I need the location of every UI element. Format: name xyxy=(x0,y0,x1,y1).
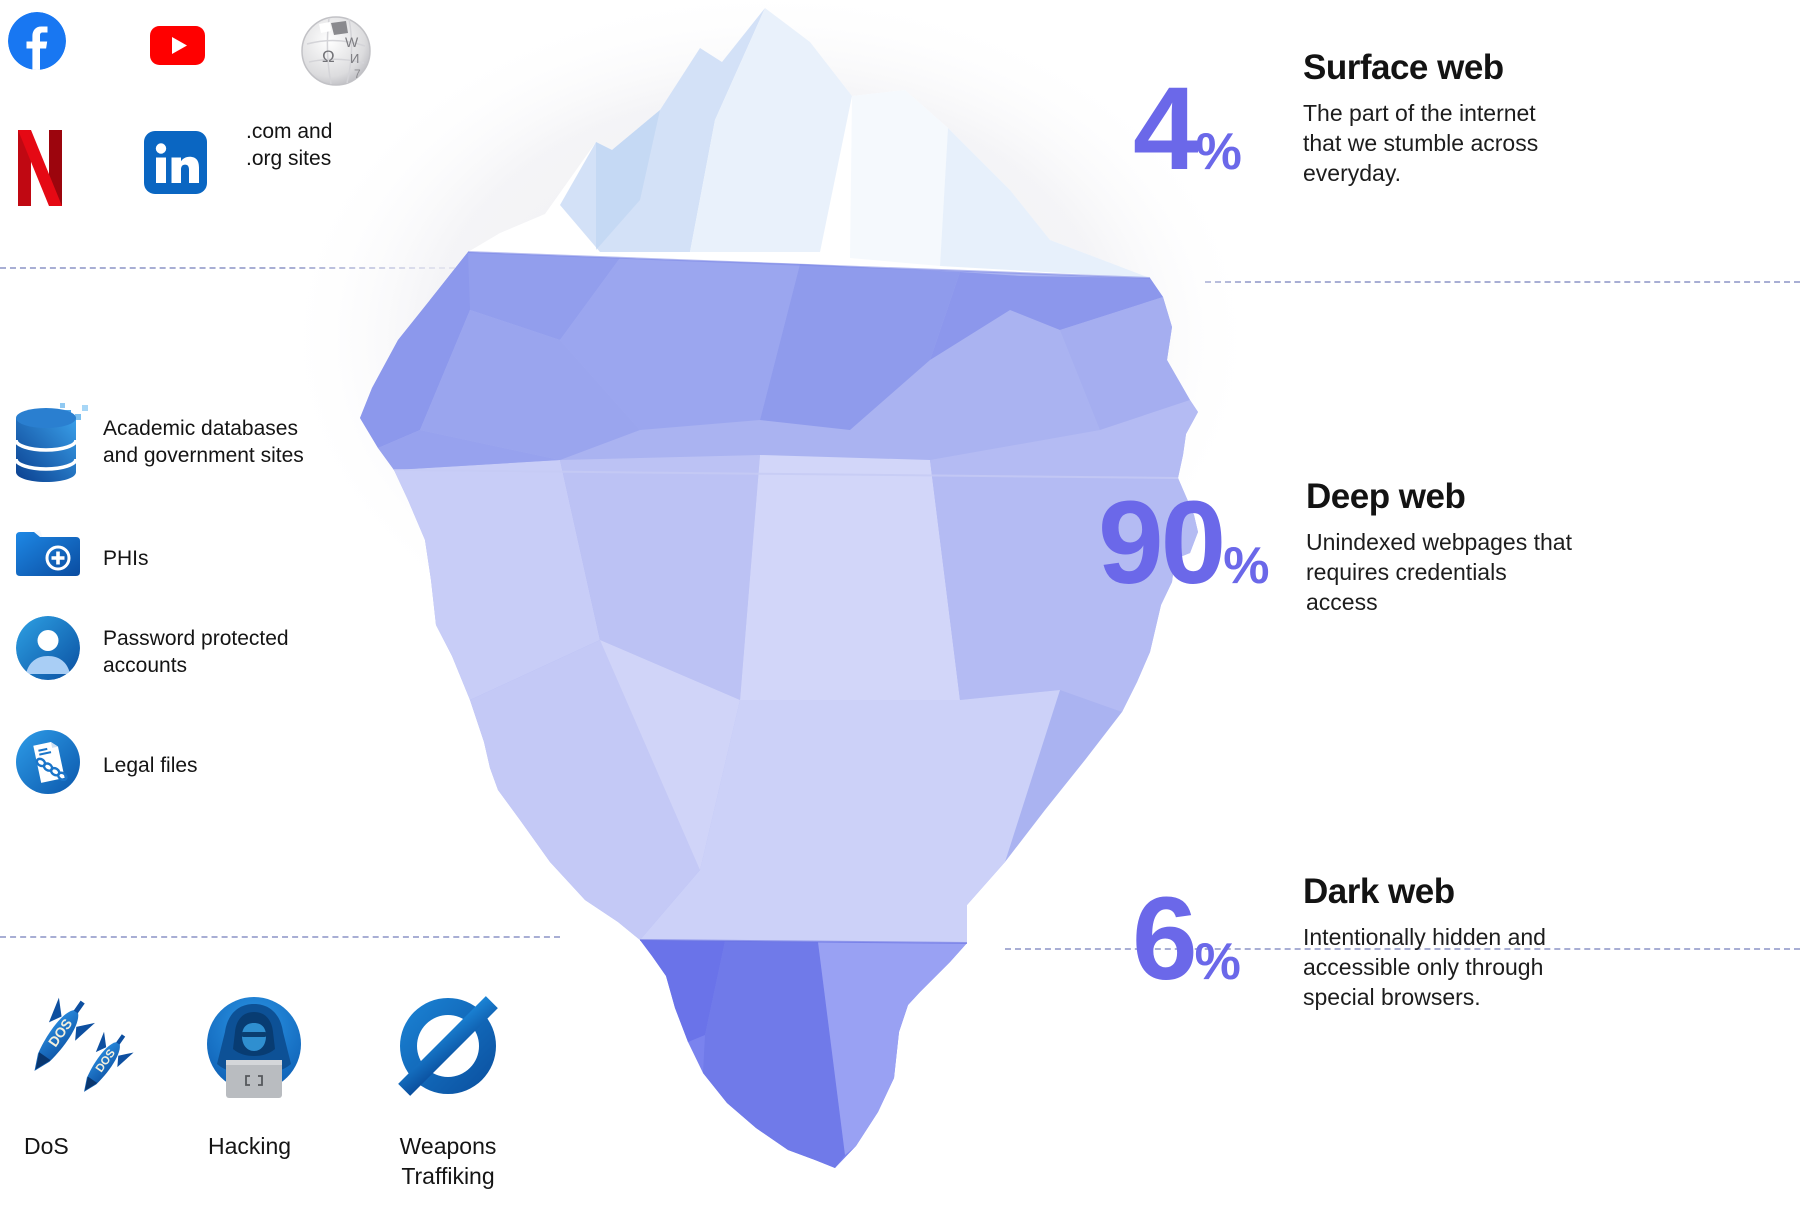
legal-document-icon xyxy=(16,730,80,794)
surface-web-description-block: Surface web The part of the internet tha… xyxy=(1303,48,1583,188)
hacker-icon xyxy=(195,992,313,1112)
deep-item-label: Legal files xyxy=(103,754,198,777)
wikipedia-glyph-i: И xyxy=(350,51,359,66)
wikipedia-glyph-omega: Ω xyxy=(322,47,335,66)
dark-item-label: Weapons Traffiking xyxy=(399,1133,497,1189)
deep-percentage-value: 90 xyxy=(1098,477,1226,609)
phi-folder-icon xyxy=(14,524,82,580)
divider-dark-left xyxy=(0,936,560,938)
divider-surface-right xyxy=(1205,281,1800,283)
dark-percentage-unit: % xyxy=(1194,932,1241,991)
dark-web-description: Intentionally hidden and accessible only… xyxy=(1303,924,1546,1010)
wikipedia-glyph-7: 7 xyxy=(354,67,361,81)
dark-web-title: Dark web xyxy=(1303,872,1455,911)
deep-item-label: Academic databases and government sites xyxy=(103,417,304,468)
iceberg-dark-tip xyxy=(639,939,968,1168)
user-account-icon xyxy=(16,616,80,680)
youtube-icon xyxy=(150,26,205,65)
linkedin-icon xyxy=(144,131,207,194)
surface-web-title: Surface web xyxy=(1303,48,1504,87)
surface-percentage-unit: % xyxy=(1195,122,1242,181)
com-org-label: .com and .org sites xyxy=(246,120,333,171)
deep-item-label: PHIs xyxy=(103,547,149,570)
dark-web-description-block: Dark web Intentionally hidden and access… xyxy=(1303,872,1583,1012)
facebook-icon xyxy=(8,12,66,70)
deep-web-description: Unindexed webpages that requires credent… xyxy=(1306,529,1572,615)
surface-percentage-value: 4 xyxy=(1133,63,1199,195)
divider-dark-right xyxy=(1005,948,1800,950)
wikipedia-icon: Ω W И 7 xyxy=(299,14,373,88)
dark-web-stat: 6 % xyxy=(1132,873,1241,1005)
iceberg-top-section xyxy=(468,8,1150,278)
netflix-icon xyxy=(18,130,62,206)
deep-web-description-block: Deep web Unindexed webpages that require… xyxy=(1306,477,1586,617)
divider-surface-left xyxy=(0,267,455,269)
dos-missiles-icon: DOS DOS xyxy=(8,985,138,1125)
deep-percentage-unit: % xyxy=(1223,536,1270,595)
dark-item-label: DoS xyxy=(24,1133,69,1159)
surface-web-description: The part of the internet that we stumble… xyxy=(1303,100,1539,186)
deep-item-label: Password protected accounts xyxy=(103,627,289,678)
surface-web-stat: 4 % xyxy=(1133,63,1242,195)
wikipedia-glyph-w: W xyxy=(345,34,359,50)
dark-item-label: Hacking xyxy=(208,1133,292,1159)
dark-percentage-value: 6 xyxy=(1132,873,1198,1005)
deep-web-title: Deep web xyxy=(1306,477,1466,516)
prohibition-sign-icon xyxy=(398,996,498,1096)
iceberg-middle-section xyxy=(360,251,1198,943)
deep-web-stat: 90 % xyxy=(1098,477,1270,609)
database-icon xyxy=(14,402,94,488)
